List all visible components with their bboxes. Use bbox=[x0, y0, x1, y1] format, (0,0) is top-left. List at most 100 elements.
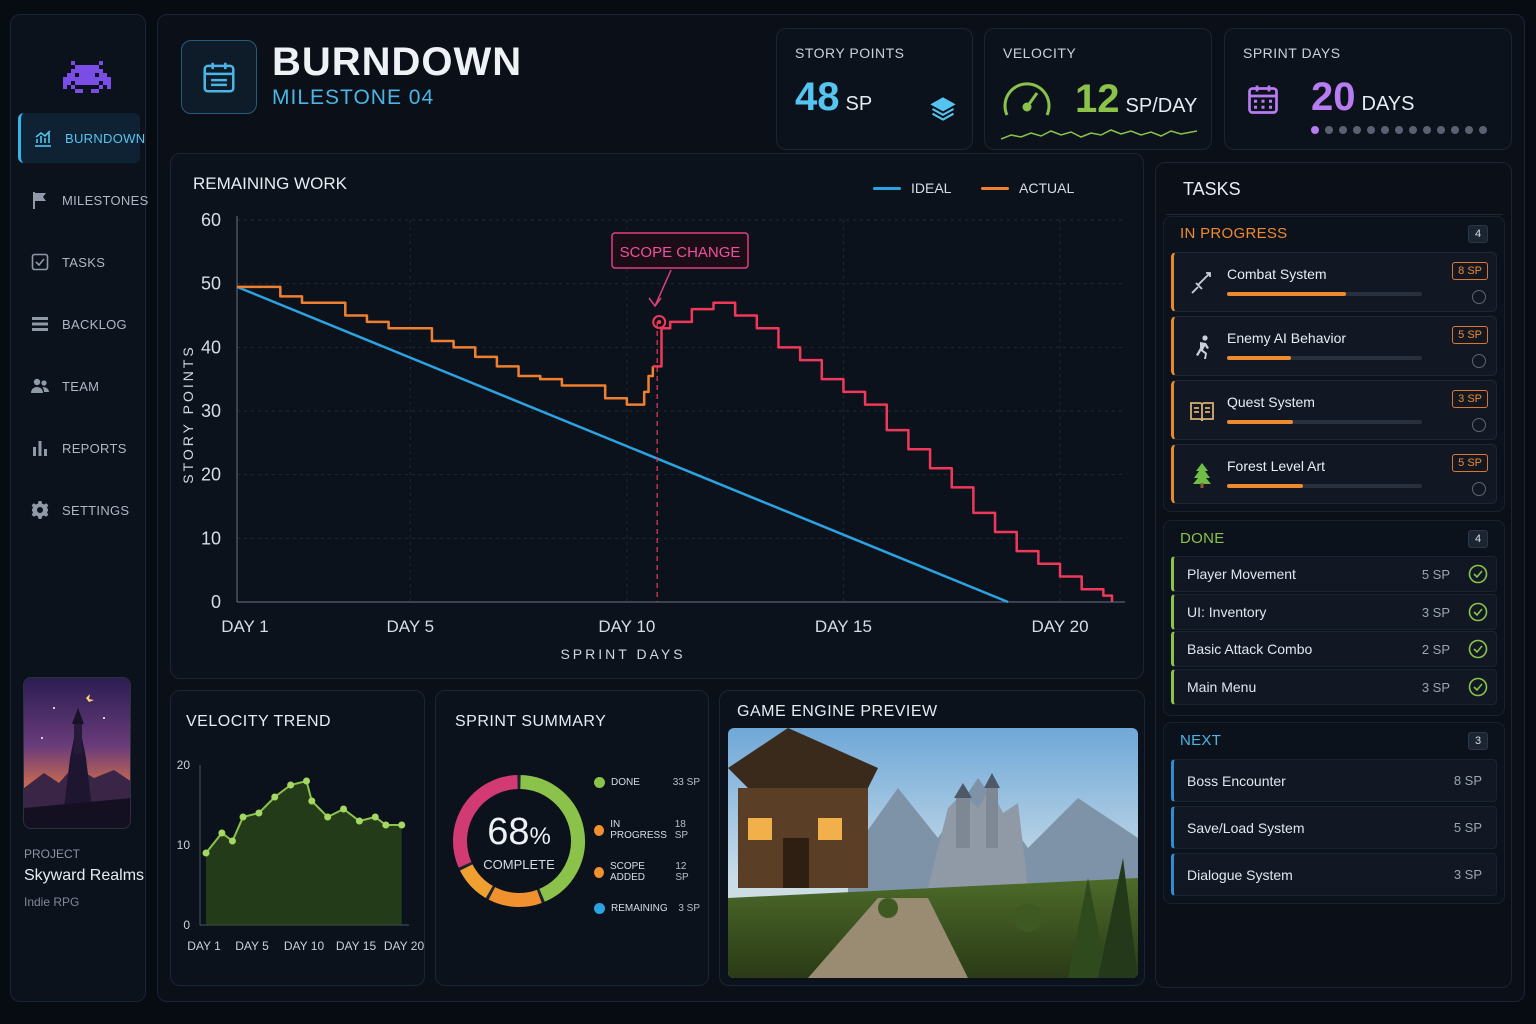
next-count: 3 bbox=[1468, 732, 1488, 750]
avatar[interactable] bbox=[1472, 354, 1486, 368]
task-row-done[interactable]: Basic Attack Combo 2 SP bbox=[1171, 631, 1497, 667]
sidebar-item-milestones[interactable]: MILESTONES bbox=[18, 175, 148, 225]
legend-dot bbox=[594, 777, 605, 788]
task-name: Main Menu bbox=[1187, 679, 1257, 695]
checkbox-icon bbox=[31, 253, 49, 271]
velocity-point bbox=[255, 809, 263, 817]
stat-label: SPRINT DAYS bbox=[1243, 45, 1341, 61]
summary-legend-item: DONE 33 SP bbox=[594, 777, 700, 788]
castle-artwork bbox=[24, 678, 130, 828]
task-name: Boss Encounter bbox=[1187, 773, 1286, 789]
task-row-next[interactable]: Boss Encounter 8 SP bbox=[1171, 759, 1497, 802]
velocity-point bbox=[271, 793, 279, 801]
velocity-point bbox=[218, 829, 226, 837]
list-icon bbox=[32, 317, 48, 331]
sidebar-item-reports[interactable]: REPORTS bbox=[18, 423, 140, 473]
sidebar-item-team[interactable]: TEAM bbox=[18, 361, 140, 411]
engine-viewport[interactable] bbox=[728, 728, 1138, 978]
x-tick-label: DAY 20 bbox=[384, 939, 425, 953]
task-name: Combat System bbox=[1227, 266, 1327, 282]
progress-dot bbox=[1437, 126, 1445, 134]
progress-dot bbox=[1381, 126, 1389, 134]
y-tick-label: 60 bbox=[201, 210, 221, 230]
sidebar: BURNDOWN MILESTONES TASKS BACKLOG TEAM R… bbox=[10, 14, 148, 1002]
velocity-point bbox=[382, 821, 390, 829]
legend-value: 12 SP bbox=[675, 861, 689, 883]
space-invader-logo-icon[interactable] bbox=[63, 59, 111, 99]
task-row-done[interactable]: Main Menu 3 SP bbox=[1171, 669, 1497, 705]
check-circle-icon bbox=[1468, 639, 1488, 659]
x-tick-label: DAY 5 bbox=[235, 939, 269, 953]
summary-legend-item: SCOPE ADDED 12 SP bbox=[594, 861, 700, 883]
velocity-point bbox=[355, 817, 363, 825]
in-progress-arc bbox=[488, 887, 542, 907]
remaining-arc bbox=[453, 775, 518, 868]
task-row-next[interactable]: Dialogue System 3 SP bbox=[1171, 853, 1497, 896]
task-card-in-progress[interactable]: Enemy AI Behavior 5 SP bbox=[1171, 316, 1497, 376]
completion-value: 68% bbox=[487, 811, 551, 853]
task-name: Basic Attack Combo bbox=[1187, 641, 1313, 657]
scope-change-arrow bbox=[648, 269, 672, 308]
project-thumbnail[interactable] bbox=[23, 677, 131, 829]
summary-legend-item: REMAINING 3 SP bbox=[594, 903, 700, 914]
progress-dot bbox=[1395, 126, 1403, 134]
sword-icon bbox=[1188, 269, 1216, 297]
team-icon bbox=[31, 378, 49, 393]
sidebar-item-tasks[interactable]: TASKS bbox=[18, 237, 140, 287]
tasks-title: TASKS bbox=[1183, 179, 1241, 199]
legend-dot bbox=[594, 866, 604, 878]
fantasy-village-scene bbox=[728, 728, 1138, 978]
tree-icon bbox=[1188, 461, 1216, 489]
task-row-done[interactable]: UI: Inventory 3 SP bbox=[1171, 594, 1497, 630]
legend-value: 33 SP bbox=[672, 777, 700, 788]
task-name: Save/Load System bbox=[1187, 820, 1305, 836]
sidebar-item-settings[interactable]: SETTINGS bbox=[18, 485, 140, 535]
avatar[interactable] bbox=[1472, 418, 1486, 432]
velocity-value: 12 SP/DAY bbox=[1075, 77, 1198, 121]
legend-label: SCOPE ADDED bbox=[609, 861, 645, 883]
story-points-badge: 8 SP bbox=[1452, 262, 1488, 280]
done-count: 4 bbox=[1468, 530, 1488, 548]
calendar-grid-icon bbox=[1248, 85, 1278, 114]
sidebar-item-burndown[interactable]: BURNDOWN bbox=[18, 113, 145, 163]
sidebar-item-label: BACKLOG bbox=[62, 316, 127, 332]
scope-change-point bbox=[652, 315, 667, 329]
completion-label: COMPLETE bbox=[483, 857, 555, 872]
velocity-point bbox=[287, 781, 295, 789]
velocity-point bbox=[308, 797, 316, 805]
scope-change-label: SCOPE CHANGE bbox=[620, 244, 741, 261]
legend-actual: ACTUAL bbox=[981, 180, 1074, 196]
avatar[interactable] bbox=[1472, 290, 1486, 304]
flag-icon bbox=[33, 192, 46, 209]
progress-dot bbox=[1367, 126, 1375, 134]
x-tick-label: DAY 20 bbox=[1032, 617, 1089, 636]
task-name: Enemy AI Behavior bbox=[1227, 330, 1347, 346]
sidebar-item-label: BURNDOWN bbox=[65, 130, 146, 146]
task-card-in-progress[interactable]: Forest Level Art 5 SP bbox=[1171, 444, 1497, 504]
progress-dot bbox=[1353, 126, 1361, 134]
book-icon bbox=[1188, 397, 1216, 425]
sidebar-item-backlog[interactable]: BACKLOG bbox=[18, 299, 140, 349]
task-points: 3 SP bbox=[1421, 680, 1450, 695]
page-title: BURNDOWN bbox=[272, 40, 523, 84]
check-circle-icon bbox=[1468, 564, 1488, 584]
task-row-next[interactable]: Save/Load System 5 SP bbox=[1171, 806, 1497, 849]
task-card-in-progress[interactable]: Combat System 8 SP bbox=[1171, 252, 1497, 312]
avatar[interactable] bbox=[1472, 482, 1486, 496]
x-tick-label: DAY 1 bbox=[221, 617, 269, 636]
task-row-done[interactable]: Player Movement 5 SP bbox=[1171, 556, 1497, 592]
task-points: 5 SP bbox=[1453, 820, 1482, 835]
progress-dot bbox=[1465, 126, 1473, 134]
velocity-trend-title: VELOCITY TREND bbox=[186, 713, 332, 730]
in-progress-title: IN PROGRESS bbox=[1180, 225, 1288, 242]
task-card-in-progress[interactable]: Quest System 3 SP bbox=[1171, 380, 1497, 440]
y-tick-label: 0 bbox=[183, 918, 190, 932]
sprint-summary-title: SPRINT SUMMARY bbox=[455, 713, 607, 730]
game-engine-panel: GAME ENGINE PREVIEW bbox=[719, 690, 1145, 986]
progress-dot bbox=[1311, 126, 1319, 134]
in-progress-count: 4 bbox=[1468, 225, 1488, 243]
legend-dot bbox=[594, 824, 605, 836]
done-arc bbox=[520, 775, 585, 902]
sprint-summary-donut bbox=[453, 775, 585, 907]
legend-dot bbox=[594, 903, 605, 914]
